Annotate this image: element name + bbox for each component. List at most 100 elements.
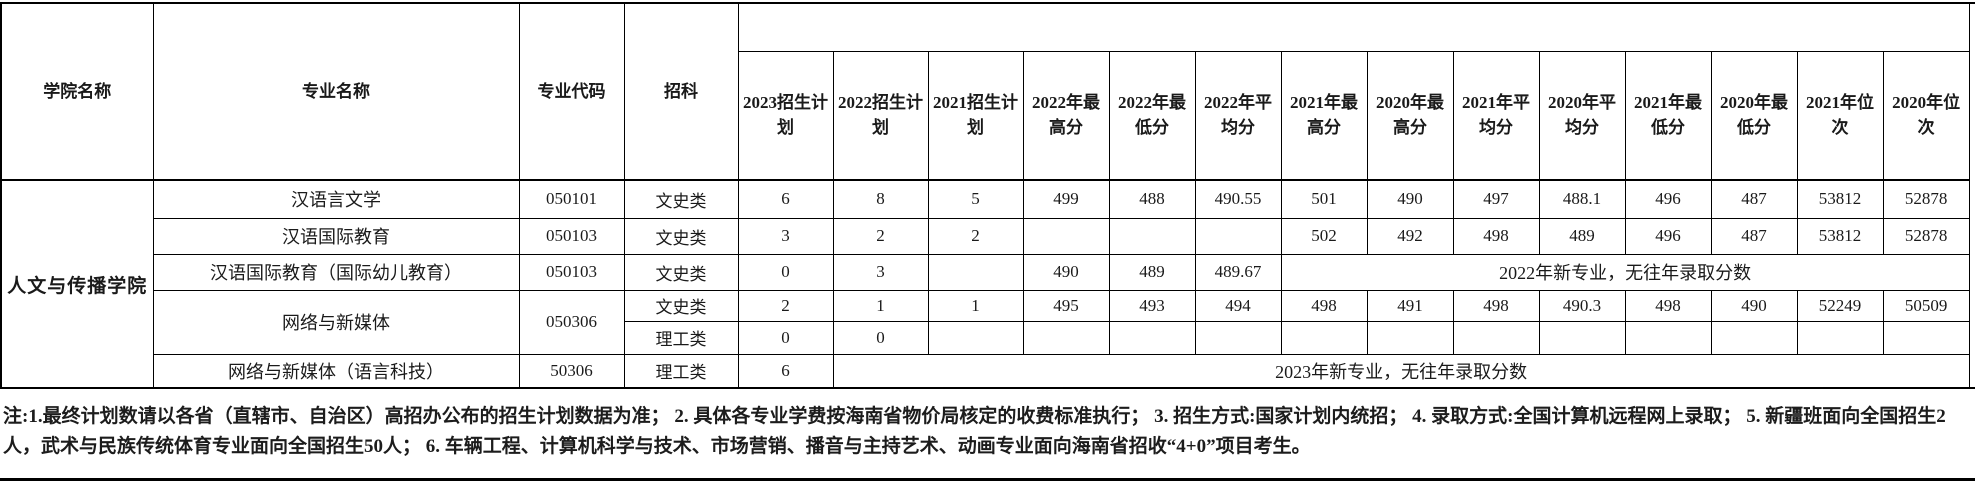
value-cell: 52878: [1882, 217, 1970, 255]
value-cell: [1280, 320, 1368, 355]
value-cell: 1: [832, 289, 929, 322]
value-cell: 487: [1710, 179, 1798, 219]
col-header-max-2020: 2020年最高分: [1366, 50, 1454, 181]
footnote: 注:1.最终计划数请以各省（直辖市、自治区）高招办公布的招生计划数据为准； 2.…: [3, 406, 1946, 457]
header-band-row: 学院名称 专业名称 专业代码 招科: [0, 2, 1975, 181]
value-cell: 2: [832, 217, 929, 255]
value-cell: 0: [737, 253, 834, 291]
value-cell: 52249: [1796, 289, 1884, 322]
value-cell: 1: [927, 289, 1024, 322]
value-cell: [1022, 320, 1110, 355]
major-cell: 汉语国际教育: [152, 217, 520, 255]
code-cell: 50306: [518, 353, 625, 389]
value-cell: 498: [1452, 289, 1540, 322]
table-row: 人文与传播学院 汉语言文学 050101 文史类 6 8 5 499 488 4…: [0, 179, 1975, 389]
col-header-max-2022: 2022年最高分: [1022, 50, 1110, 181]
col-header-plan-2022: 2022招生计划: [832, 50, 929, 181]
value-cell: [1710, 320, 1798, 355]
header-major-code: 专业代码: [518, 2, 625, 181]
value-cell: 499: [1022, 179, 1110, 219]
subject-cell: 文史类: [623, 289, 739, 322]
subject-cell: 文史类: [623, 179, 739, 219]
col-header-min-2020: 2020年最低分: [1710, 50, 1798, 181]
value-cell: 501: [1280, 179, 1368, 219]
value-cell: [1022, 217, 1110, 255]
col-header-avg-2022: 2022年平均分: [1194, 50, 1282, 181]
value-cell: 50509: [1882, 289, 1970, 322]
value-cell: [927, 320, 1024, 355]
subject-cell: 文史类: [623, 253, 739, 291]
value-cell: [1538, 320, 1626, 355]
value-cell: 497: [1452, 179, 1540, 219]
value-cell: [1194, 217, 1282, 255]
value-cell: 489: [1108, 253, 1196, 291]
table-row: 汉语国际教育（国际幼儿教育） 050103 文史类 0 3 490 489 48…: [1, 253, 1975, 291]
code-cell: 050103: [518, 217, 625, 255]
col-header-rank-2020: 2020年位次: [1882, 50, 1970, 181]
value-cell: 498: [1452, 217, 1540, 255]
col-header-plan-2023: 2023招生计划: [737, 50, 834, 181]
value-cell: 2: [737, 289, 834, 322]
value-cell: [1452, 320, 1540, 355]
subject-cell: 理工类: [623, 353, 739, 389]
major-cell: 汉语国际教育（国际幼儿教育）: [152, 253, 520, 291]
value-cell: [1796, 320, 1884, 355]
subject-cell: 文史类: [623, 217, 739, 255]
value-cell: 490.3: [1538, 289, 1626, 322]
bottom-rule: [0, 478, 1975, 481]
value-cell: 489.67: [1194, 253, 1282, 291]
college-name-cell: 人文与传播学院: [0, 179, 154, 389]
value-cell: 489: [1538, 217, 1626, 255]
value-cell: 495: [1022, 289, 1110, 322]
value-cell: 490: [1022, 253, 1110, 291]
col-header-avg-2021: 2021年平均分: [1452, 50, 1540, 181]
table-row: 理工类 0 0: [1, 320, 1975, 355]
major-cell: 网络与新媒体（语言科技）: [152, 353, 520, 389]
col-header-rank-2021: 2021年位次: [1796, 50, 1884, 181]
value-cell: [1108, 320, 1196, 355]
value-cell: [1624, 320, 1712, 355]
value-cell: 488.1: [1538, 179, 1626, 219]
table-row: 网络与新媒体 050306 文史类 2 1 1 495 493 494 498 …: [1, 289, 1975, 355]
value-cell: [1108, 217, 1196, 255]
value-cell: 0: [832, 320, 929, 355]
value-cell: [1882, 320, 1970, 355]
value-cell: 53812: [1796, 179, 1884, 219]
value-cell: 490: [1366, 179, 1454, 219]
header-sub-row: 2023招生计划 2022招生计划 2021招生计划 2022年最高分 2022…: [1, 50, 1975, 181]
col-header-max-2021: 2021年最高分: [1280, 50, 1368, 181]
merged-note-cell: 2023年新专业，无往年录取分数: [832, 353, 1970, 389]
code-cell: 050101: [518, 179, 625, 219]
value-cell: 491: [1366, 289, 1454, 322]
value-cell: 496: [1624, 179, 1712, 219]
header-college: 学院名称: [0, 2, 154, 181]
subject-cell: 理工类: [623, 320, 739, 355]
value-cell: 487: [1710, 217, 1798, 255]
value-cell: 53812: [1796, 217, 1884, 255]
value-cell: 496: [1624, 217, 1712, 255]
major-cell: 汉语言文学: [152, 179, 520, 219]
code-cell: 050103: [518, 253, 625, 291]
value-cell: 3: [737, 217, 834, 255]
table-row: 网络与新媒体（语言科技） 50306 理工类 6 2023年新专业，无往年录取分…: [1, 353, 1975, 389]
value-cell: 492: [1366, 217, 1454, 255]
value-cell: 5: [927, 179, 1024, 219]
col-header-plan-2021: 2021招生计划: [927, 50, 1024, 181]
value-cell: [1366, 320, 1454, 355]
header-top-band: [737, 2, 1970, 52]
code-cell: 050306: [518, 289, 625, 355]
value-cell: 490: [1710, 289, 1798, 322]
value-cell: 6: [737, 353, 834, 389]
table-row: 汉语国际教育 050103 文史类 3 2 2 502 492 498 489 …: [1, 217, 1975, 255]
col-header-avg-2020: 2020年平均分: [1538, 50, 1626, 181]
value-cell: 52878: [1882, 179, 1970, 219]
merged-note-cell: 2022年新专业，无往年录取分数: [1280, 253, 1970, 291]
value-cell: 488: [1108, 179, 1196, 219]
major-cell: 网络与新媒体: [152, 289, 520, 355]
value-cell: [927, 253, 1024, 291]
header-major: 专业名称: [152, 2, 520, 181]
value-cell: 0: [737, 320, 834, 355]
header-subject: 招科: [623, 2, 739, 181]
value-cell: 8: [832, 179, 929, 219]
